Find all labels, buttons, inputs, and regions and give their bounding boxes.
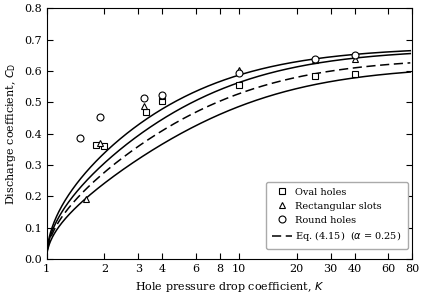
Legend: Oval holes, Rectangular slots, Round holes, Eq. (4.15)  ($\alpha$ = 0.25): Oval holes, Rectangular slots, Round hol… xyxy=(266,182,407,249)
X-axis label: Hole pressure drop coefficient, $K$: Hole pressure drop coefficient, $K$ xyxy=(135,280,324,294)
Y-axis label: Discharge coefficient, $C_{\mathrm{D}}$: Discharge coefficient, $C_{\mathrm{D}}$ xyxy=(4,63,19,205)
